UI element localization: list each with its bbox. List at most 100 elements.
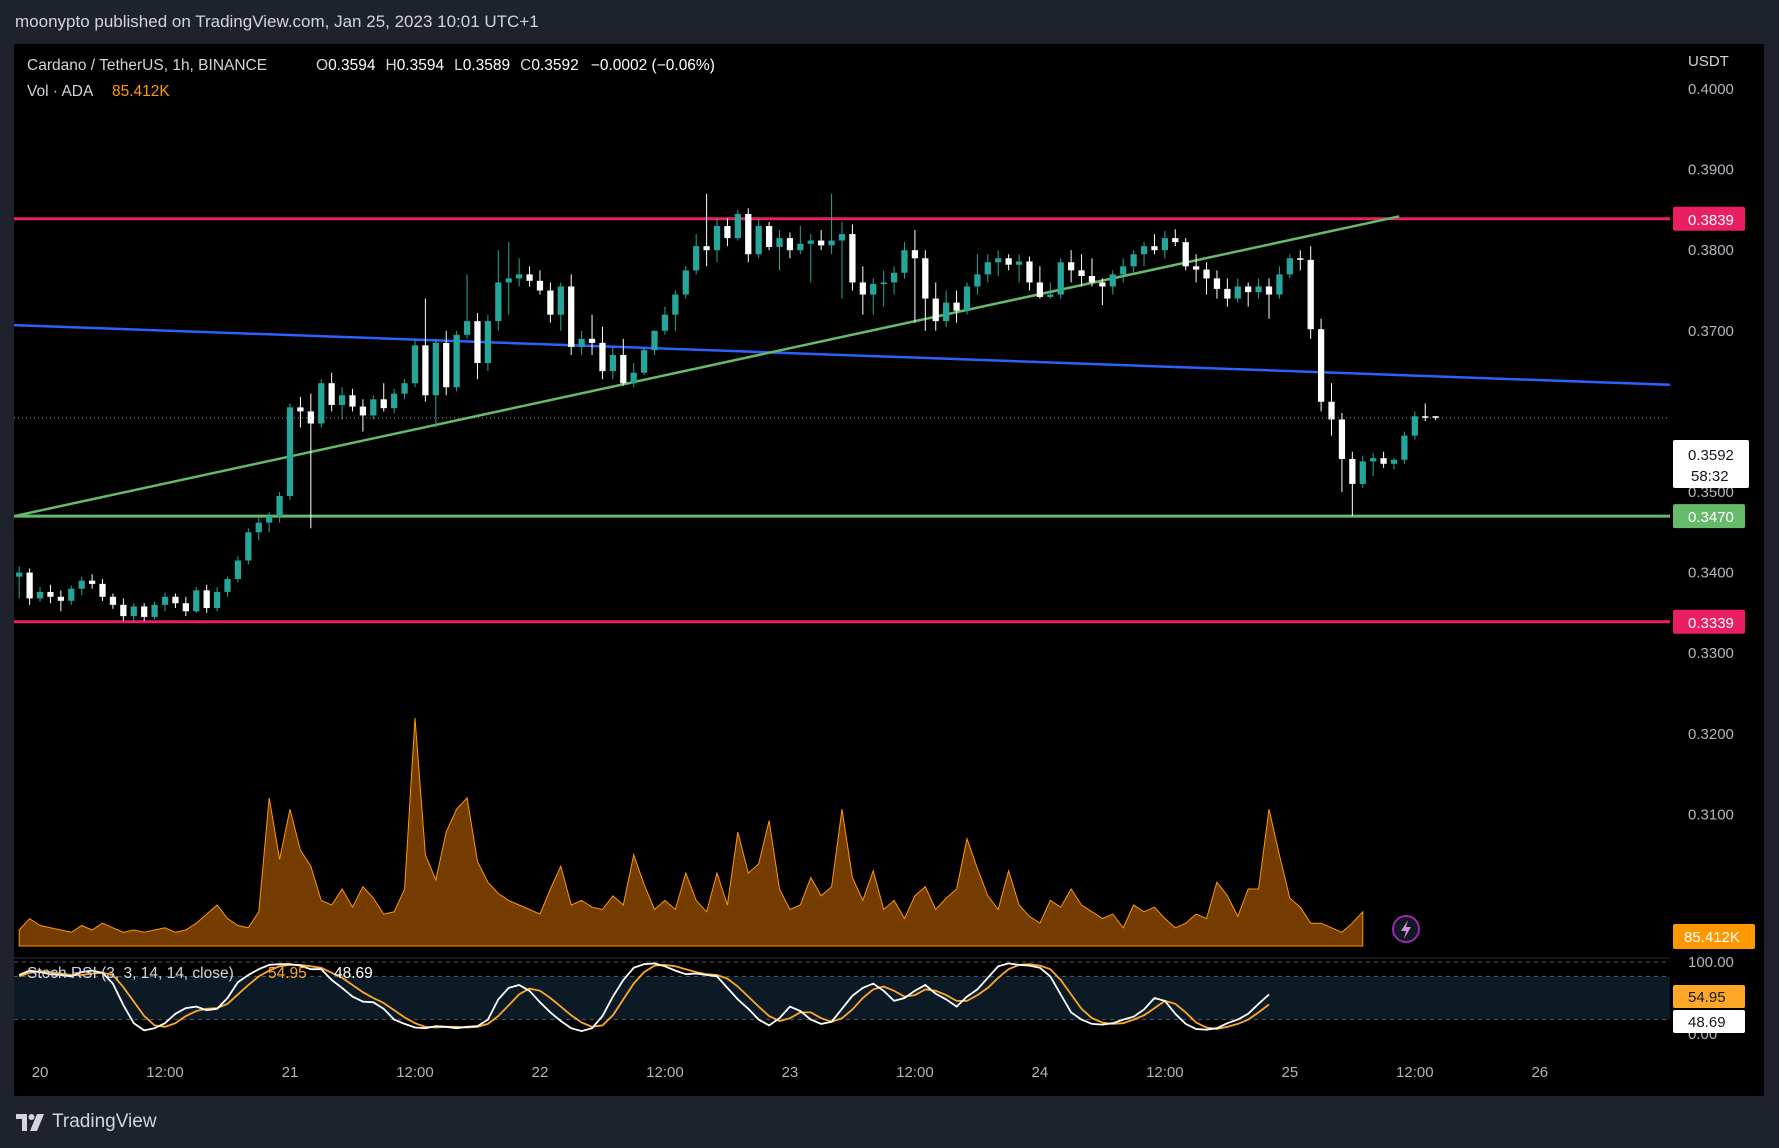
candle-body xyxy=(1338,419,1346,459)
candle-body xyxy=(36,591,44,599)
candle-body xyxy=(745,213,752,255)
time-tick-label: 26 xyxy=(1531,1064,1548,1081)
candle-body xyxy=(1380,458,1387,464)
candle-body xyxy=(911,250,919,259)
candle-body xyxy=(609,354,616,372)
candle-body xyxy=(266,516,273,523)
candle-body xyxy=(526,274,533,281)
stoch-legend: Stoch RSI (3, 3, 14, 14, close) 54.95 48… xyxy=(27,965,373,982)
candle-body xyxy=(328,383,335,405)
candle-body xyxy=(1411,416,1418,436)
candle-body xyxy=(838,234,846,241)
candle-body xyxy=(599,342,606,372)
time-tick-label: 12:00 xyxy=(646,1064,684,1081)
volume-legend-value: 85.412K xyxy=(112,83,170,100)
candle-body xyxy=(1213,278,1221,289)
candle-body xyxy=(349,395,356,407)
time-tick-label: 23 xyxy=(782,1064,799,1081)
candle-body xyxy=(640,350,648,373)
stoch-d-line xyxy=(18,963,1270,1030)
level-badge-label: 0.3839 xyxy=(1688,212,1734,229)
countdown-value: 58:32 xyxy=(1691,468,1729,485)
level-badges: 0.3839 0.3470 0.3339 xyxy=(1673,206,1745,634)
candle-body xyxy=(1015,261,1023,265)
candle-body xyxy=(1088,275,1096,283)
stoch-rsi-pane xyxy=(14,961,1670,1033)
stoch-rsi-label: Stoch RSI (3, 3, 14, 14, close) xyxy=(27,965,234,982)
candle-body xyxy=(26,572,33,599)
level-badge-bg xyxy=(1673,609,1745,634)
low-value: 0.3589 xyxy=(463,57,510,74)
candle-body xyxy=(765,226,773,247)
stoch-d-badge: 48.69 xyxy=(1673,1010,1745,1033)
price-tick-label: 0.3800 xyxy=(1688,242,1734,259)
candle-body xyxy=(651,330,658,351)
candle-body xyxy=(1224,288,1231,299)
candle-body xyxy=(338,395,346,405)
candle-body xyxy=(1297,258,1304,260)
candle-body xyxy=(890,272,898,283)
symbol-title: Cardano / TetherUS, 1h, BINANCE xyxy=(27,57,267,74)
candle-body xyxy=(401,383,408,394)
price-tick-label: 0.3500 xyxy=(1688,484,1734,501)
close-value: 0.3592 xyxy=(531,57,578,74)
time-tick-label: 12:00 xyxy=(146,1064,184,1081)
candle-body xyxy=(1140,246,1148,255)
publisher-bar: moonypto published on TradingView.com, J… xyxy=(0,0,1779,44)
candle-body xyxy=(141,606,148,617)
candle-body xyxy=(88,580,96,584)
candle-body xyxy=(203,590,210,609)
lightning-icon[interactable] xyxy=(1392,915,1420,943)
candle-body xyxy=(693,246,700,271)
candle-body xyxy=(1359,461,1366,484)
candle-body xyxy=(182,603,189,612)
candle-body xyxy=(786,238,794,251)
candle-body xyxy=(1245,286,1252,293)
level-badge-bg xyxy=(1673,504,1745,529)
candle-body xyxy=(443,342,450,388)
candle-body xyxy=(995,258,1002,263)
change-value: −0.0002 (−0.06%) xyxy=(591,57,715,74)
tradingview-brand: TradingView xyxy=(52,1111,157,1132)
candle-body xyxy=(484,321,492,364)
candle-body xyxy=(859,282,866,295)
candle-body xyxy=(1182,242,1189,267)
candle-body xyxy=(1120,266,1127,275)
trendline-ascending xyxy=(13,215,1400,518)
tradingview-logo-icon xyxy=(16,1113,44,1131)
candle-body xyxy=(984,262,991,275)
candle-body xyxy=(255,522,262,533)
candle-body xyxy=(630,372,637,384)
candle-body xyxy=(557,286,564,315)
volume-label: Vol · ADA xyxy=(27,83,94,100)
candle-body xyxy=(516,274,523,279)
candle-body xyxy=(682,270,689,295)
candle-body xyxy=(411,345,419,384)
stoch-k-badge: 54.95 xyxy=(1673,985,1745,1008)
tradingview-logo[interactable]: TradingView xyxy=(16,1111,157,1133)
price-tick-label: 0.3100 xyxy=(1688,806,1734,823)
candle-body xyxy=(1047,294,1054,297)
last-price-badge: 0.3592 58:32 xyxy=(1673,440,1749,488)
footer-bar xyxy=(0,1096,1779,1148)
candle-body xyxy=(1370,458,1377,462)
open-label: O xyxy=(316,57,328,74)
horizontal-levels xyxy=(14,217,1670,624)
candle-body xyxy=(68,588,75,601)
candle-body xyxy=(453,334,460,388)
candle-body xyxy=(1026,261,1033,283)
price-tick-label: 0.3700 xyxy=(1688,323,1734,340)
level-badge-bg xyxy=(1673,206,1745,231)
level-badge-label: 0.3470 xyxy=(1688,509,1734,526)
candle-body xyxy=(672,294,679,315)
candle-body xyxy=(213,591,221,609)
candle-body xyxy=(943,302,950,322)
candle-body xyxy=(1161,238,1168,251)
candle-body xyxy=(734,213,741,239)
candle-body xyxy=(1099,282,1106,287)
candle-body xyxy=(818,240,825,246)
time-axis[interactable]: 20 12:00 21 12:00 22 12:00 23 12:00 24 12:00 25 12:… xyxy=(32,1064,1548,1081)
stoch-tick-label: 100.00 xyxy=(1688,954,1734,971)
candle-body xyxy=(224,579,231,592)
